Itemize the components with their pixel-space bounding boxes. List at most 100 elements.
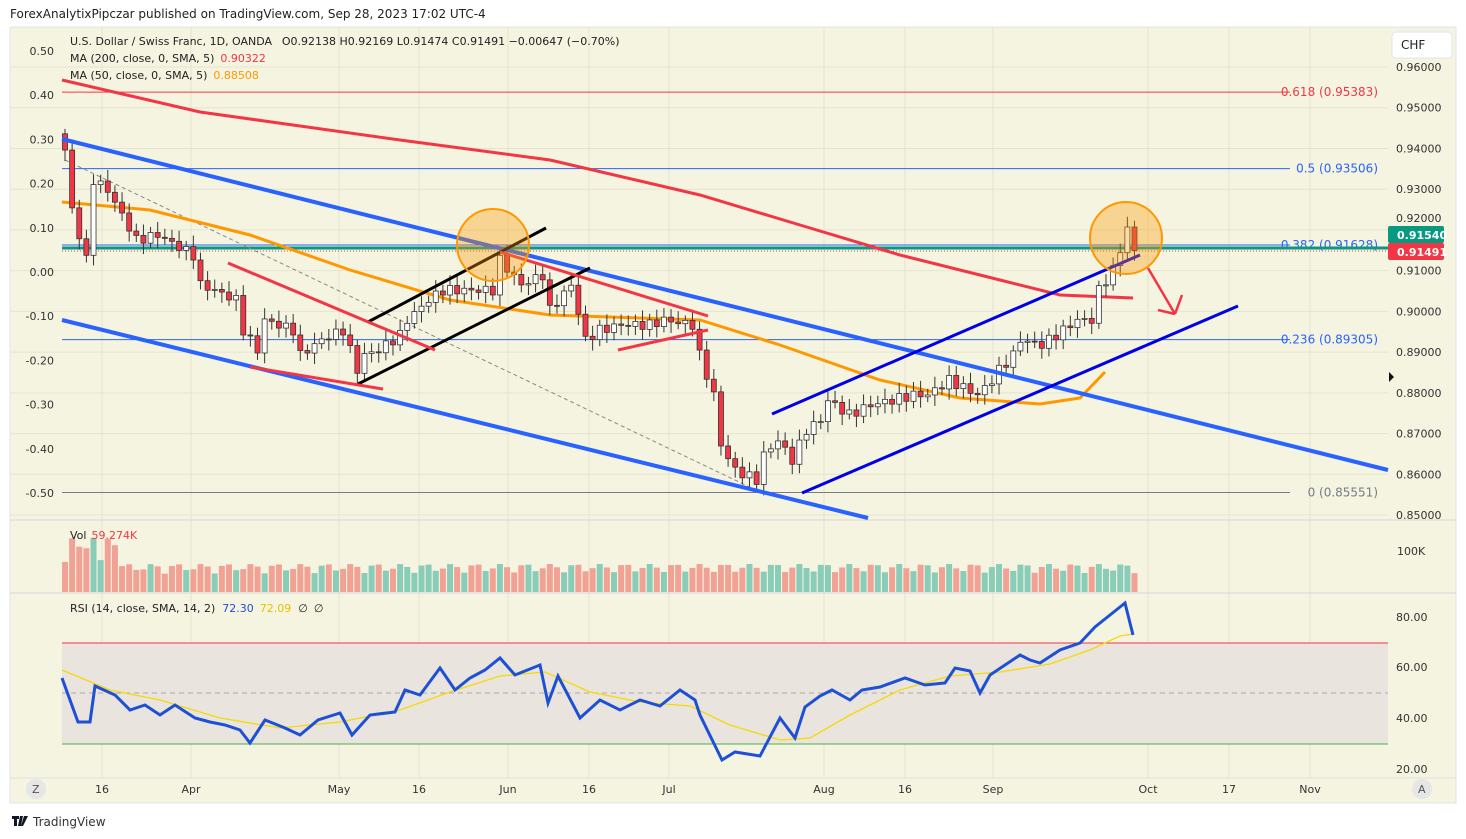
price-axis-label: 0.95000 <box>1396 102 1442 115</box>
volume-bar <box>946 564 953 592</box>
rsi-extra-1: ∅ <box>298 602 308 615</box>
volume-bar <box>539 568 546 592</box>
volume-bars <box>62 537 1138 592</box>
volume-bar <box>382 570 389 592</box>
volume-bar <box>639 568 646 592</box>
candle <box>832 400 838 403</box>
candle <box>589 335 596 341</box>
candle <box>803 434 810 441</box>
volume-bar <box>397 564 404 592</box>
volume-bar <box>603 567 610 592</box>
candle <box>810 421 817 435</box>
volume-bar <box>240 569 247 592</box>
volume-bar <box>910 571 917 592</box>
pennant-lower-line[interactable] <box>617 328 709 352</box>
volume-bar <box>496 564 503 592</box>
pennant-upper-line[interactable] <box>499 250 709 318</box>
candle <box>240 295 247 336</box>
volume-bar <box>62 562 68 592</box>
candle <box>133 230 140 236</box>
volume-bar <box>824 565 831 592</box>
candle <box>489 285 496 296</box>
volume-bar <box>646 564 653 592</box>
arrow-down-icon[interactable] <box>1146 267 1184 316</box>
candle <box>989 383 995 386</box>
candle <box>275 320 282 329</box>
left-axis-label: -0.20 <box>26 354 54 367</box>
legend-ma50-value: 0.88508 <box>213 69 259 82</box>
volume-legend: Vol 59.274K <box>70 529 138 542</box>
candle <box>390 340 396 346</box>
dashed-trendline <box>64 159 761 493</box>
volume-bar <box>789 567 796 592</box>
zoom-reset-button[interactable] <box>26 779 46 799</box>
volume-bar <box>504 567 511 592</box>
volume-bar <box>304 566 311 592</box>
volume-bar <box>860 571 867 592</box>
volume-axis-label: 100K <box>1397 545 1426 558</box>
volume-bar <box>211 573 218 592</box>
auto-scale-button[interactable] <box>1412 779 1432 799</box>
time-axis-label: 16 <box>582 783 596 796</box>
candle <box>447 285 453 296</box>
volume-bar <box>582 571 589 592</box>
time-axis-label: Apr <box>181 783 201 796</box>
left-axis-label: 0.20 <box>30 178 55 191</box>
volume-bar <box>133 569 140 592</box>
currency-button[interactable] <box>1391 31 1453 59</box>
candle <box>297 334 304 351</box>
candle <box>532 274 539 285</box>
candle <box>874 403 881 408</box>
flag-lower-line[interactable] <box>357 266 591 386</box>
candle <box>582 313 589 337</box>
volume-bar <box>689 567 696 592</box>
volume-bar <box>874 565 881 592</box>
candle <box>261 318 268 354</box>
price-axis-label: 0.91000 <box>1396 265 1442 278</box>
volume-bar <box>290 568 297 592</box>
volume-bar <box>917 564 924 592</box>
legend-line-2: MA (200, close, 0, SMA, 5) 0.90322 <box>70 52 266 65</box>
volume-bar <box>518 565 525 592</box>
volume-bar <box>283 570 290 592</box>
rising-channel-lower[interactable] <box>801 304 1239 495</box>
candle <box>917 390 924 398</box>
volume-bar <box>568 565 575 592</box>
scroll-right-icon[interactable] <box>1389 372 1394 382</box>
volume-bar <box>589 568 596 592</box>
candle <box>461 287 468 295</box>
volume-bar <box>1031 572 1038 592</box>
candle <box>475 289 482 293</box>
candle <box>668 316 674 323</box>
candle <box>710 378 717 393</box>
wedge-upper-line[interactable] <box>227 261 436 352</box>
flag-upper-line[interactable] <box>367 226 547 324</box>
left-axis-label: -0.50 <box>26 487 54 500</box>
fib-label: 0.618 (0.95383) <box>1281 85 1378 99</box>
brand-name[interactable]: TradingView <box>32 815 106 829</box>
candle <box>1060 325 1067 341</box>
published-caption: ForexAnalytixPipczar published on Tradin… <box>10 7 486 21</box>
wedge-lower-line[interactable] <box>249 365 384 391</box>
price-badge-upper <box>1388 226 1444 243</box>
auto-scale-label: A <box>1418 783 1426 796</box>
candle <box>611 323 617 333</box>
volume-bar <box>988 567 995 592</box>
channel-upper-line[interactable] <box>61 137 1389 472</box>
candle <box>775 440 781 450</box>
volume-label: Vol <box>70 529 86 542</box>
volume-bar <box>682 571 689 592</box>
rising-channel-upper[interactable] <box>771 253 1141 416</box>
candle <box>268 318 275 322</box>
channel-lower-line[interactable] <box>61 318 869 520</box>
candle <box>254 335 261 354</box>
highlight-circle[interactable] <box>1089 201 1163 275</box>
volume-bar <box>953 568 960 592</box>
volume-bar <box>161 573 168 592</box>
volume-bar <box>247 564 254 592</box>
candle <box>119 201 125 214</box>
currency-label: CHF <box>1401 38 1425 52</box>
highlight-circle[interactable] <box>456 208 530 282</box>
volume-bar <box>140 569 147 592</box>
candle <box>318 338 325 345</box>
